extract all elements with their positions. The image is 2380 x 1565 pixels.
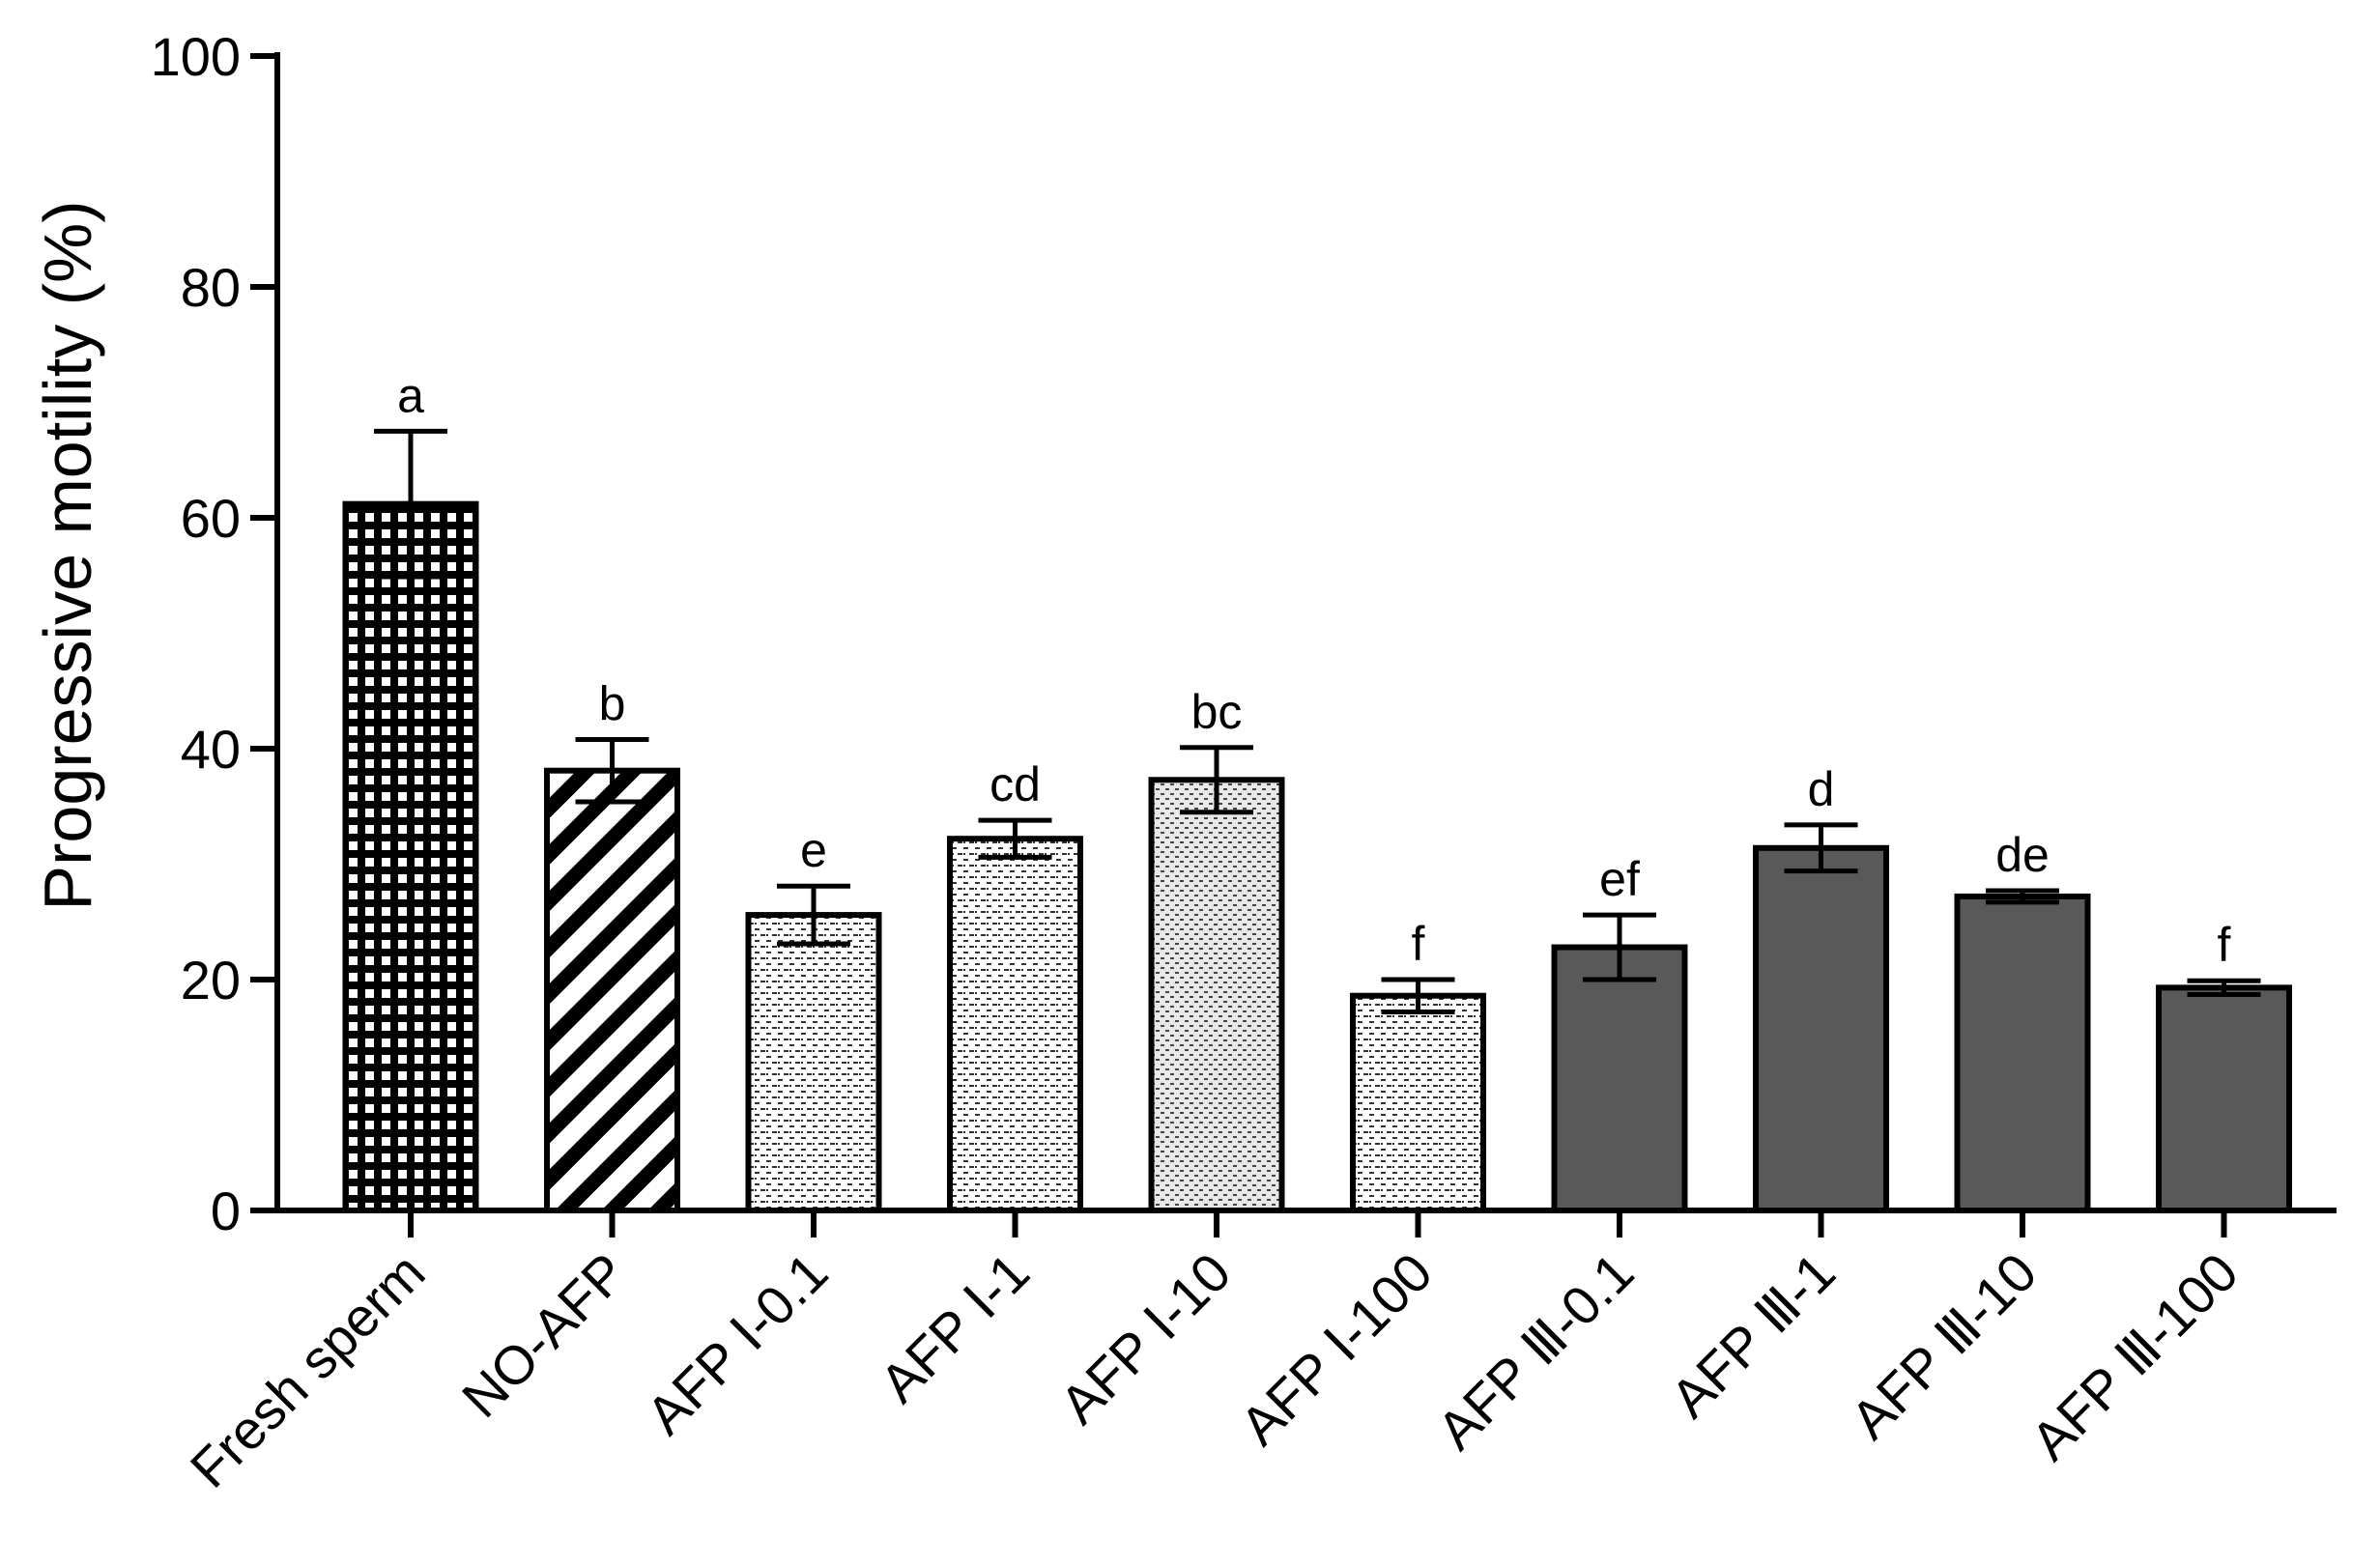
bar (1954, 893, 2091, 1214)
y-tick-label: 60 (181, 488, 241, 549)
y-tick-label: 0 (211, 1181, 241, 1241)
bar (1350, 992, 1486, 1213)
significance-label: b (599, 676, 626, 730)
y-axis-label: Progressive motility (%) (30, 200, 105, 910)
y-tick-label: 20 (181, 950, 241, 1010)
y-tick-label: 80 (181, 257, 241, 318)
bar (1551, 944, 1688, 1213)
category-label: NO-AFP (450, 1241, 638, 1429)
significance-label: d (1808, 762, 1835, 816)
y-tick-label: 100 (151, 26, 241, 87)
bar (947, 836, 1083, 1214)
category-label: AFP Ⅲ-100 (2020, 1241, 2250, 1471)
y-ticks: 0 20 40 60 80 100 (151, 26, 277, 1241)
significance-label: f (1412, 917, 1425, 971)
significance-label: de (1995, 828, 2050, 882)
significance-label: ef (1599, 852, 1640, 906)
bar (745, 912, 882, 1214)
category-label: AFP Ⅲ-10 (1839, 1241, 2048, 1450)
bar (544, 767, 680, 1214)
significance-label: f (2218, 918, 2231, 972)
category-label: AFP Ⅰ-10 (1048, 1241, 1243, 1436)
category-label: AFP Ⅲ-0.1 (1425, 1241, 1645, 1461)
significance-label: bc (1191, 685, 1243, 739)
significance-label: e (800, 823, 827, 877)
bar (342, 500, 479, 1213)
y-tick-label: 40 (181, 719, 241, 780)
significance-labels: a b e cd bc f ef d de f (397, 368, 2230, 972)
category-label: AFP Ⅰ-0.1 (635, 1241, 840, 1446)
category-label: AFP Ⅰ-100 (1228, 1241, 1444, 1457)
error-bars (374, 428, 2261, 1014)
category-label: AFP Ⅰ-1 (868, 1241, 1041, 1414)
bar (1753, 844, 1889, 1214)
category-label: Fresh sperm (179, 1241, 437, 1499)
category-label: AFP Ⅲ-1 (1659, 1241, 1847, 1429)
x-ticks (408, 1210, 2227, 1238)
bars (342, 500, 2292, 1214)
bar (1148, 777, 1285, 1213)
significance-label: cd (989, 757, 1041, 811)
bar (2156, 984, 2292, 1213)
significance-label: a (397, 368, 424, 422)
